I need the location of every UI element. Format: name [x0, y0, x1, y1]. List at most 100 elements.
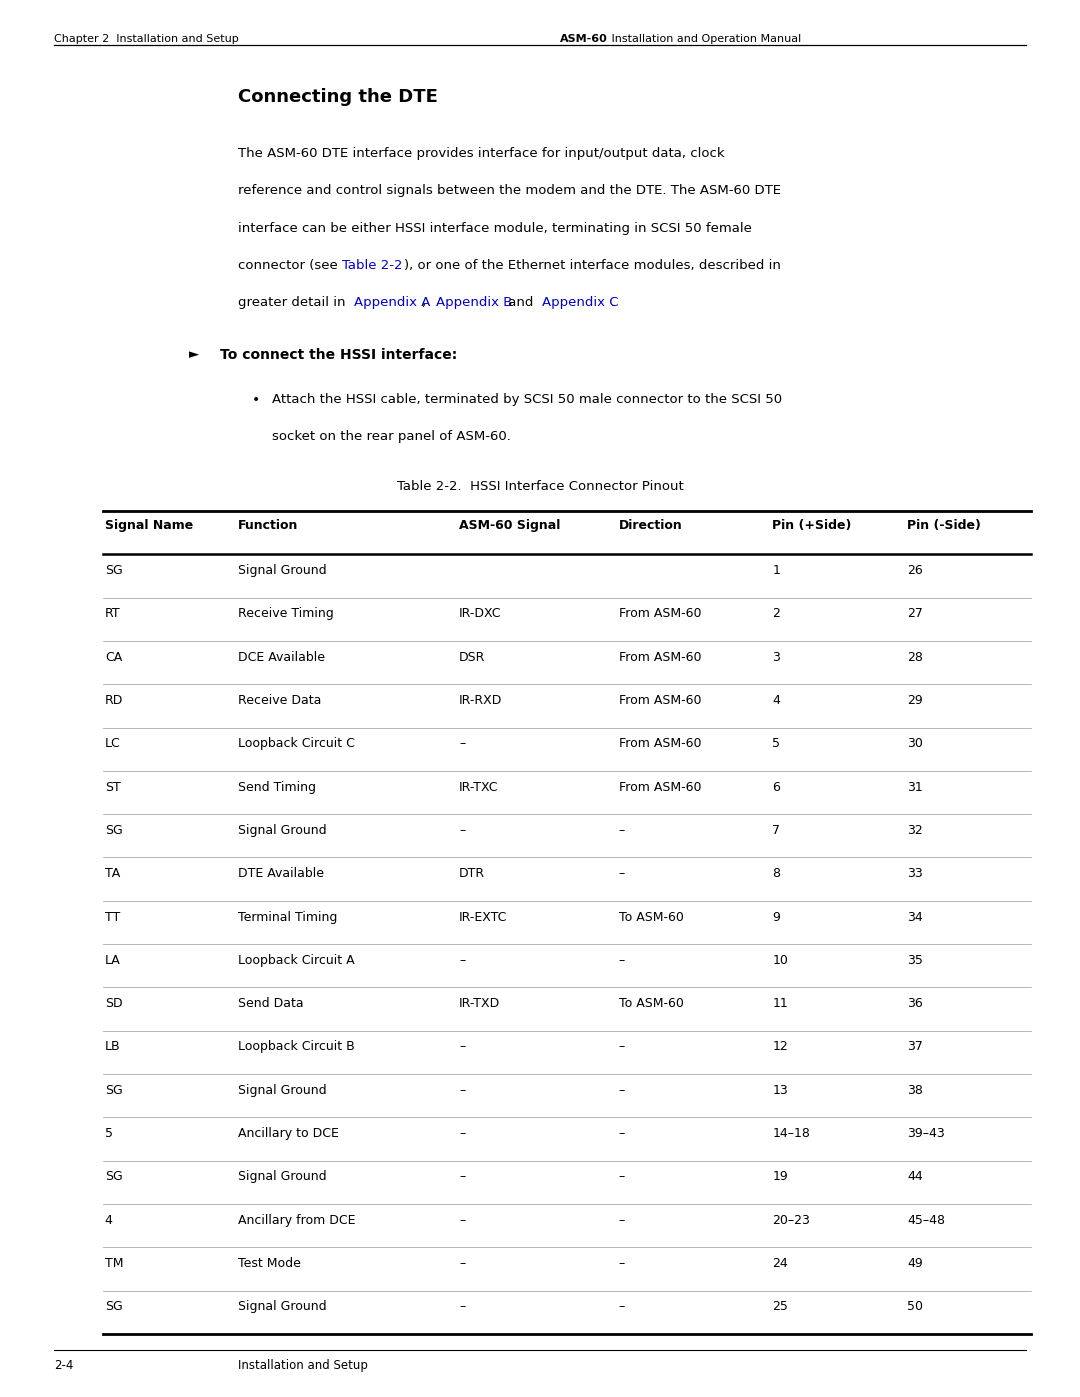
Text: –: –	[619, 1084, 625, 1097]
Text: IR-DXC: IR-DXC	[459, 608, 501, 620]
Text: 19: 19	[772, 1171, 788, 1183]
Text: –: –	[619, 824, 625, 837]
Text: 32: 32	[907, 824, 923, 837]
Text: 39–43: 39–43	[907, 1127, 945, 1140]
Text: –: –	[459, 1301, 465, 1313]
Text: –: –	[619, 1127, 625, 1140]
Text: –: –	[459, 1257, 465, 1270]
Text: 2: 2	[772, 608, 780, 620]
Text: 10: 10	[772, 954, 788, 967]
Text: and: and	[504, 296, 538, 310]
Text: –: –	[459, 824, 465, 837]
Text: DTE Available: DTE Available	[238, 868, 324, 880]
Text: To connect the HSSI interface:: To connect the HSSI interface:	[220, 348, 458, 362]
Text: RT: RT	[105, 608, 120, 620]
Text: LB: LB	[105, 1041, 120, 1053]
Text: socket on the rear panel of ASM-60.: socket on the rear panel of ASM-60.	[272, 430, 511, 443]
Text: LA: LA	[105, 954, 121, 967]
Text: –: –	[619, 1041, 625, 1053]
Text: –: –	[459, 1127, 465, 1140]
Text: 28: 28	[907, 651, 923, 664]
Text: Table 2-2: Table 2-2	[342, 258, 403, 272]
Text: 31: 31	[907, 781, 923, 793]
Text: 33: 33	[907, 868, 923, 880]
Text: IR-RXD: IR-RXD	[459, 694, 502, 707]
Text: ,: ,	[422, 296, 431, 310]
Text: Ancillary from DCE: Ancillary from DCE	[238, 1214, 355, 1227]
Text: LC: LC	[105, 738, 121, 750]
Text: 13: 13	[772, 1084, 788, 1097]
Text: Receive Data: Receive Data	[238, 694, 321, 707]
Text: 3: 3	[772, 651, 780, 664]
Text: 14–18: 14–18	[772, 1127, 810, 1140]
Text: IR-TXC: IR-TXC	[459, 781, 499, 793]
Text: Send Timing: Send Timing	[238, 781, 315, 793]
Text: greater detail in: greater detail in	[238, 296, 349, 310]
Text: interface can be either HSSI interface module, terminating in SCSI 50 female: interface can be either HSSI interface m…	[238, 222, 752, 235]
Text: 35: 35	[907, 954, 923, 967]
Text: Signal Name: Signal Name	[105, 520, 193, 532]
Text: ASM-60 Signal: ASM-60 Signal	[459, 520, 561, 532]
Text: 50: 50	[907, 1301, 923, 1313]
Text: 27: 27	[907, 608, 923, 620]
Text: SG: SG	[105, 564, 122, 577]
Text: CA: CA	[105, 651, 122, 664]
Text: IR-TXD: IR-TXD	[459, 997, 500, 1010]
Text: Appendix A: Appendix A	[354, 296, 431, 310]
Text: 5: 5	[772, 738, 780, 750]
Text: 25: 25	[772, 1301, 788, 1313]
Text: Loopback Circuit B: Loopback Circuit B	[238, 1041, 354, 1053]
Text: –: –	[619, 1257, 625, 1270]
Text: Loopback Circuit C: Loopback Circuit C	[238, 738, 354, 750]
Text: •: •	[252, 393, 260, 407]
Text: –: –	[619, 954, 625, 967]
Text: 8: 8	[772, 868, 780, 880]
Text: The ASM-60 DTE interface provides interface for input/output data, clock: The ASM-60 DTE interface provides interf…	[238, 147, 725, 159]
Text: SG: SG	[105, 1084, 122, 1097]
Text: 4: 4	[105, 1214, 112, 1227]
Text: Appendix C: Appendix C	[542, 296, 619, 310]
Text: –: –	[459, 1084, 465, 1097]
Text: 34: 34	[907, 911, 923, 923]
Text: SG: SG	[105, 1301, 122, 1313]
Text: Function: Function	[238, 520, 298, 532]
Text: Attach the HSSI cable, terminated by SCSI 50 male connector to the SCSI 50: Attach the HSSI cable, terminated by SCS…	[272, 393, 782, 405]
Text: Send Data: Send Data	[238, 997, 303, 1010]
Text: Pin (-Side): Pin (-Side)	[907, 520, 981, 532]
Text: 30: 30	[907, 738, 923, 750]
Text: 38: 38	[907, 1084, 923, 1097]
Text: To ASM-60: To ASM-60	[619, 911, 684, 923]
Text: Installation and Operation Manual: Installation and Operation Manual	[608, 34, 801, 43]
Text: From ASM-60: From ASM-60	[619, 738, 701, 750]
Text: TM: TM	[105, 1257, 123, 1270]
Text: –: –	[619, 1301, 625, 1313]
Text: Receive Timing: Receive Timing	[238, 608, 334, 620]
Text: ), or one of the Ethernet interface modules, described in: ), or one of the Ethernet interface modu…	[404, 258, 781, 272]
Text: 12: 12	[772, 1041, 788, 1053]
Text: Test Mode: Test Mode	[238, 1257, 300, 1270]
Text: ST: ST	[105, 781, 121, 793]
Text: To ASM-60: To ASM-60	[619, 997, 684, 1010]
Text: Installation and Setup: Installation and Setup	[238, 1359, 367, 1372]
Text: 2-4: 2-4	[54, 1359, 73, 1372]
Text: Signal Ground: Signal Ground	[238, 564, 326, 577]
Text: IR-EXTC: IR-EXTC	[459, 911, 508, 923]
Text: –: –	[619, 1171, 625, 1183]
Text: From ASM-60: From ASM-60	[619, 781, 701, 793]
Text: From ASM-60: From ASM-60	[619, 651, 701, 664]
Text: 26: 26	[907, 564, 923, 577]
Text: 7: 7	[772, 824, 780, 837]
Text: From ASM-60: From ASM-60	[619, 608, 701, 620]
Text: –: –	[459, 954, 465, 967]
Text: 45–48: 45–48	[907, 1214, 945, 1227]
Text: SD: SD	[105, 997, 122, 1010]
Text: –: –	[459, 1214, 465, 1227]
Text: 24: 24	[772, 1257, 788, 1270]
Text: 29: 29	[907, 694, 923, 707]
Text: –: –	[459, 738, 465, 750]
Text: .: .	[610, 296, 615, 310]
Text: ►: ►	[189, 348, 199, 360]
Text: Signal Ground: Signal Ground	[238, 1301, 326, 1313]
Text: –: –	[619, 868, 625, 880]
Text: Signal Ground: Signal Ground	[238, 1084, 326, 1097]
